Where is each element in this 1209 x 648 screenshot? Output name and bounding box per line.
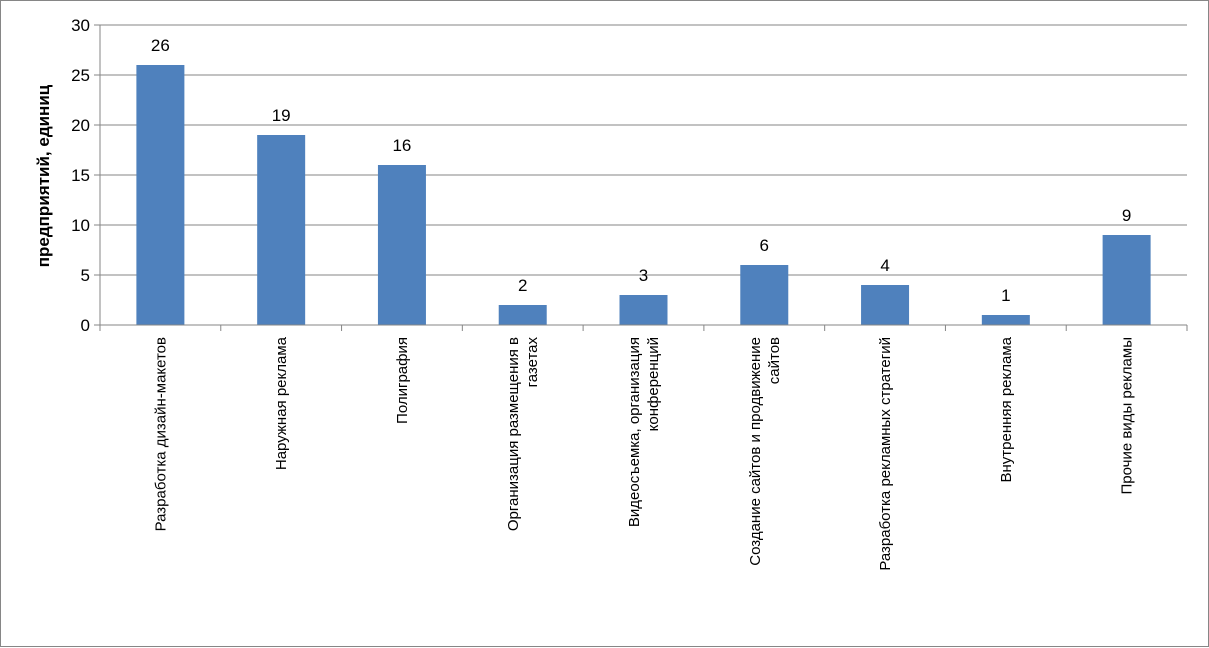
y-tick-label: 30 [71, 16, 90, 35]
category-label: Разработка рекламных стратегий [877, 337, 894, 571]
data-label: 26 [151, 36, 170, 55]
bar [619, 295, 668, 325]
category-label: Наружная реклама [273, 336, 290, 470]
bar [498, 305, 547, 325]
category-label: Организация размещения в газетах [505, 337, 541, 532]
data-label: 16 [392, 136, 411, 155]
data-label: 4 [880, 256, 889, 275]
data-label: 19 [272, 106, 291, 125]
data-label: 2 [518, 276, 527, 295]
category-label: Прочие виды рекламы [1119, 337, 1136, 495]
y-tick-label: 10 [71, 216, 90, 235]
category-label: Создание сайтов и продвижение сайтов [747, 337, 783, 566]
bar [377, 165, 426, 325]
bar [981, 315, 1030, 325]
data-label: 6 [760, 236, 769, 255]
data-label: 1 [1001, 286, 1010, 305]
bar [1102, 235, 1151, 325]
bar [257, 135, 306, 325]
data-label: 9 [1122, 206, 1131, 225]
category-label: Разработка дизайн-макетов [152, 337, 169, 531]
bar [136, 65, 185, 325]
category-label: Полиграфия [394, 337, 411, 424]
y-tick-label: 15 [71, 166, 90, 185]
y-tick-label: 5 [81, 266, 90, 285]
y-axis-title: предприятий, единиц [34, 84, 53, 267]
bar [740, 265, 789, 325]
y-tick-label: 20 [71, 116, 90, 135]
category-label: Внутренняя реклама [998, 336, 1015, 482]
data-label: 3 [639, 266, 648, 285]
y-tick-label: 0 [81, 316, 90, 335]
category-label: Видеосъемка, организация конференций [626, 337, 662, 527]
bar [861, 285, 910, 325]
y-tick-label: 25 [71, 66, 90, 85]
